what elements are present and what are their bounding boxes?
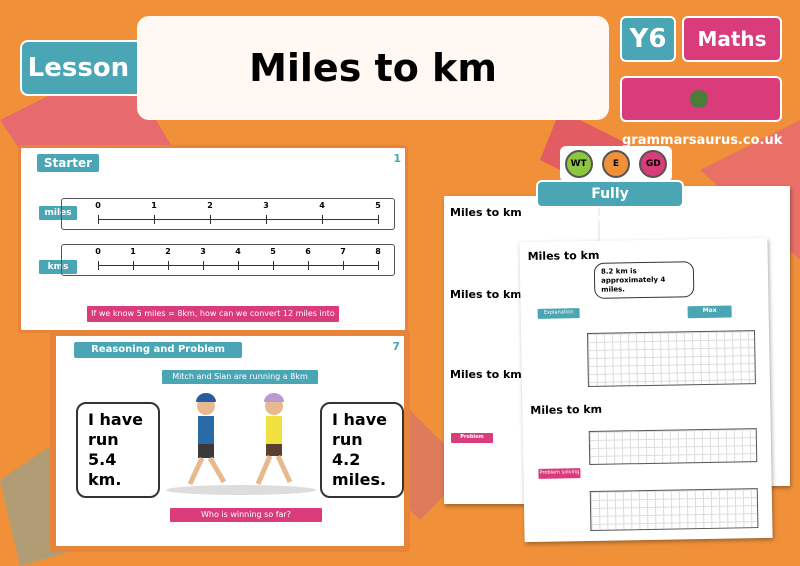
axis-line bbox=[98, 219, 378, 220]
tick bbox=[133, 261, 134, 270]
starter-title: Starter bbox=[35, 152, 101, 174]
tick bbox=[238, 261, 239, 270]
subject-label: Maths bbox=[682, 16, 782, 62]
tick bbox=[210, 215, 211, 224]
title: Miles to km bbox=[137, 16, 609, 120]
tick-label: 7 bbox=[340, 247, 346, 256]
reasoning-slide: Reasoning and Problem Solving 7 Mitch an… bbox=[50, 330, 410, 552]
starter-slide: Starter 1 miles 0 1 2 3 4 5 kms 0 1 2 3 4 5 6 7 8 If … bbox=[18, 145, 408, 334]
tick-label: 5 bbox=[375, 201, 381, 210]
level-badge: WT bbox=[564, 150, 593, 178]
tick bbox=[168, 261, 169, 270]
tick bbox=[266, 215, 267, 224]
reasoning-title: Reasoning and Problem Solving bbox=[72, 340, 244, 371]
km-number-line: 0 1 2 3 4 5 6 7 8 bbox=[61, 244, 395, 276]
front-worksheet: Miles to km 8.2 km is approximately 4 mi… bbox=[519, 237, 773, 543]
speech-right: I have run 4.2 miles. bbox=[320, 402, 404, 498]
answer-grid bbox=[588, 428, 758, 466]
tick bbox=[378, 261, 379, 270]
tick-label: 0 bbox=[95, 201, 101, 210]
tick-label: 6 bbox=[305, 247, 311, 256]
answer-grid bbox=[586, 330, 756, 388]
brand-logo bbox=[690, 89, 708, 108]
worksheet-title: Miles to km bbox=[527, 248, 600, 264]
worksheet-speech: 8.2 km is approximately 4 miles. bbox=[593, 261, 695, 300]
reasoning-prompt: Mitch and Sian are running a 8km race. bbox=[160, 368, 320, 395]
level-badge: GD bbox=[639, 150, 668, 178]
worksheet-title: Miles to km bbox=[450, 368, 522, 381]
tick bbox=[322, 215, 323, 224]
worksheet-title: Miles to km bbox=[530, 402, 603, 418]
tick bbox=[154, 215, 155, 224]
badge-caption: Fully differentiated bbox=[536, 180, 684, 226]
worksheet-title: Miles to km bbox=[450, 288, 522, 301]
slide-number: 1 bbox=[393, 152, 401, 165]
miles-number-line: 0 1 2 3 4 5 bbox=[61, 198, 395, 230]
tick-label: 2 bbox=[165, 247, 171, 256]
km-label: kms bbox=[37, 258, 79, 276]
tick bbox=[203, 261, 204, 270]
worksheet-name: Max bbox=[686, 304, 733, 320]
answer-grid bbox=[589, 488, 759, 531]
brand: grammarsaurus.co.uk bbox=[620, 76, 782, 148]
tick bbox=[308, 261, 309, 270]
worksheet-tag: Problem solving bbox=[537, 467, 582, 480]
tick-label: 4 bbox=[319, 201, 325, 210]
tick-label: 3 bbox=[200, 247, 206, 256]
tick-label: 3 bbox=[263, 201, 269, 210]
tick bbox=[343, 261, 344, 270]
worksheet-tag: Problem solving bbox=[450, 432, 494, 449]
reasoning-question: Who is winning so far? bbox=[168, 506, 324, 524]
tick-label: 0 bbox=[95, 247, 101, 256]
tick bbox=[98, 215, 99, 224]
miles-label: miles bbox=[37, 204, 79, 222]
level-badge: E bbox=[601, 150, 630, 178]
tick-label: 1 bbox=[130, 247, 136, 256]
speech-left: I have run 5.4 km. bbox=[76, 402, 160, 498]
slide-number: 7 bbox=[392, 340, 400, 353]
tick-label: 2 bbox=[207, 201, 213, 210]
runners bbox=[166, 393, 316, 495]
tick bbox=[378, 215, 379, 224]
tick-label: 1 bbox=[151, 201, 157, 210]
worksheet-tag: Explanation bbox=[536, 307, 581, 320]
tick-label: 5 bbox=[270, 247, 276, 256]
tick bbox=[98, 261, 99, 270]
tick bbox=[273, 261, 274, 270]
brand-text: grammarsaurus.co.uk bbox=[622, 133, 783, 148]
tick-label: 8 bbox=[375, 247, 381, 256]
tick-label: 4 bbox=[235, 247, 241, 256]
worksheet-title: Miles to km bbox=[450, 206, 522, 219]
level-badges: WT E GD bbox=[560, 146, 672, 182]
year-label: Y6 bbox=[620, 16, 676, 62]
starter-question: If we know 5 miles = 8km, how can we con… bbox=[85, 304, 341, 334]
